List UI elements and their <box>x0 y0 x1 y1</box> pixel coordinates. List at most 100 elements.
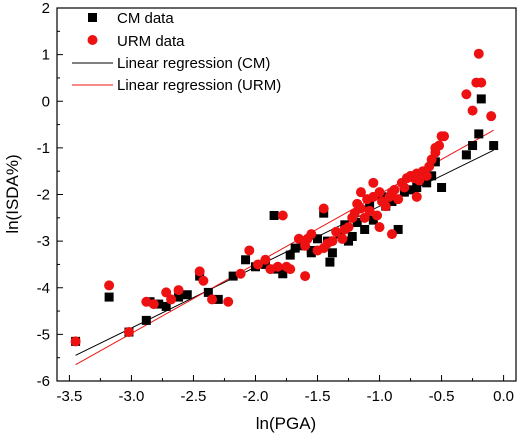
urm-data-point <box>327 236 338 247</box>
legend-marker-urm <box>87 35 98 45</box>
urm-data-point <box>331 226 342 237</box>
cm-data-point <box>174 292 184 302</box>
urm-data-point <box>380 201 391 212</box>
cm-data-point <box>393 224 403 234</box>
cm-data-point <box>228 271 238 281</box>
legend-label-cm: CM data <box>117 10 174 27</box>
urm-data-point <box>161 287 172 298</box>
urm-data-point <box>461 89 472 100</box>
urm-data-point <box>374 222 385 233</box>
legend-label-urm: URM data <box>117 33 185 50</box>
cm-data-point <box>468 141 478 151</box>
urm-data-point <box>368 177 379 188</box>
legend-marker-cm <box>88 13 97 22</box>
urm-data-point <box>281 261 292 272</box>
urm-data-point <box>198 275 209 286</box>
urm-data-point <box>355 203 366 214</box>
urm-data-point <box>337 233 348 244</box>
cm-data-point <box>461 150 471 160</box>
urm-data-point <box>272 261 283 272</box>
urm-data-point <box>252 259 263 270</box>
urm-data-point <box>473 48 484 59</box>
urm-data-point <box>393 194 404 205</box>
cm-data-point <box>352 217 362 227</box>
cm-data-point <box>104 292 114 302</box>
urm-data-point <box>411 191 422 202</box>
cm-data-point <box>203 287 213 297</box>
data-points <box>70 48 499 347</box>
urm-data-point <box>414 175 425 186</box>
cm-data-point <box>474 129 484 139</box>
urm-data-point <box>166 294 177 305</box>
urm-data-point <box>104 280 115 291</box>
y-tick-label: -2 <box>37 187 50 204</box>
urm-data-point <box>235 268 246 279</box>
urm-data-point <box>277 210 288 221</box>
urm-data-point <box>421 170 432 181</box>
x-tick-label: -1.5 <box>305 388 331 405</box>
urm-data-point <box>318 203 329 214</box>
cm-data-point <box>476 94 486 104</box>
cm-data-point <box>344 236 354 246</box>
legend-label-linreg-cm: Linear regression (CM) <box>117 55 270 72</box>
cm-data-point <box>290 243 300 253</box>
urm-data-point <box>148 299 159 310</box>
urm-data-point <box>244 245 255 256</box>
x-tick-label: -2.0 <box>243 388 269 405</box>
urm-data-point <box>306 229 317 240</box>
cm-data-point <box>412 183 422 193</box>
cm-data-point <box>306 245 316 255</box>
cm-data-point <box>313 234 323 244</box>
cm-data-point <box>365 199 375 209</box>
urm-data-point <box>372 210 383 221</box>
cm-data-point <box>406 185 416 195</box>
cm-data-point <box>278 269 288 279</box>
y-axis-ticks: -6 -5 -4 -3 -2 -1 0 1 2 <box>37 0 63 390</box>
y-tick-label: -3 <box>37 233 50 250</box>
y-tick-label: -5 <box>37 326 50 343</box>
urm-data-point <box>439 131 450 142</box>
y-tick-label: -4 <box>37 280 50 297</box>
urm-data-point <box>374 187 385 198</box>
cm-data-point <box>387 196 397 206</box>
cm-data-point <box>161 301 171 311</box>
cm-data-point <box>182 290 192 300</box>
legend: CM data URM data Linear regression (CM) … <box>72 10 281 94</box>
y-tick-label: -6 <box>37 373 50 390</box>
cm-data-point <box>360 224 370 234</box>
urm-data-point <box>359 212 370 223</box>
cm-data-point <box>347 231 357 241</box>
urm-data-point <box>300 271 311 282</box>
urm-data-point <box>293 233 304 244</box>
urm-data-point <box>389 184 400 195</box>
x-tick-label: -1.0 <box>367 388 393 405</box>
urm-data-point <box>364 205 375 216</box>
x-axis-label: ln(PGA) <box>256 414 316 433</box>
urm-data-point <box>194 266 205 277</box>
y-tick-label: -1 <box>37 140 50 157</box>
y-tick-label: 1 <box>42 47 50 64</box>
x-tick-label: 0.0 <box>493 388 514 405</box>
legend-label-linreg-urm: Linear regression (URM) <box>117 77 281 94</box>
urm-data-point <box>260 254 271 265</box>
cm-data-point <box>241 255 251 265</box>
x-tick-label: -3.5 <box>56 388 82 405</box>
cm-data-point <box>213 294 223 304</box>
urm-data-point <box>430 142 441 153</box>
urm-data-point <box>223 296 234 307</box>
x-tick-label: -0.5 <box>429 388 455 405</box>
cm-data-point <box>368 215 378 225</box>
urm-data-point <box>123 327 134 338</box>
urm-data-point <box>476 77 487 88</box>
cm-data-point <box>325 257 335 267</box>
urm-data-point <box>70 336 81 347</box>
x-axis-ticks: -3.5 -3.0 -2.5 -2.0 -1.5 -1.0 -0.5 0.0 <box>56 375 514 405</box>
y-axis-label: ln(ISDA%) <box>3 154 22 233</box>
urm-data-point <box>343 222 354 233</box>
urm-data-point <box>355 187 366 198</box>
cm-data-point <box>489 141 499 151</box>
x-tick-label: -3.0 <box>119 388 145 405</box>
urm-data-point <box>399 182 410 193</box>
cm-data-point <box>141 315 151 325</box>
